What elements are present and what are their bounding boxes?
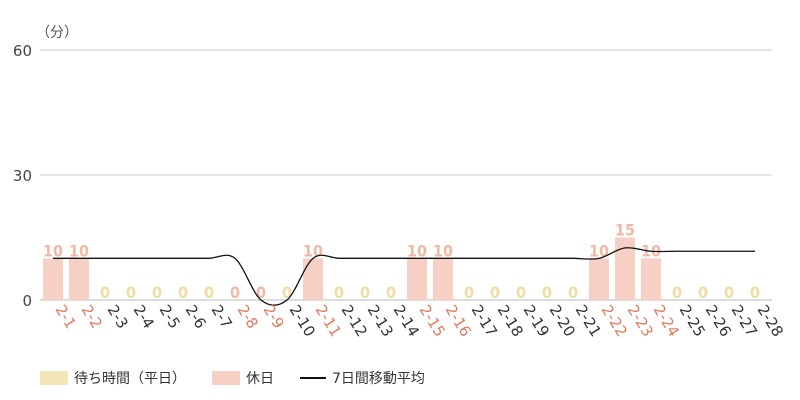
bar-2-2 bbox=[69, 258, 89, 300]
y-tick-label-60: 60 bbox=[13, 42, 32, 60]
x-tick-label-2-15: 2-15 bbox=[416, 302, 449, 340]
value-label-2-27: 0 bbox=[724, 283, 734, 302]
legend-label-holiday: 休日 bbox=[246, 371, 274, 387]
moving-average-line bbox=[53, 247, 755, 306]
x-tick-label-2-6: 2-6 bbox=[182, 302, 210, 332]
x-tick-label-2-4: 2-4 bbox=[130, 302, 158, 332]
value-label-2-18: 0 bbox=[490, 283, 500, 302]
bar-2-15 bbox=[407, 258, 427, 300]
x-tick-label-2-17: 2-17 bbox=[468, 302, 501, 340]
bar-2-1 bbox=[43, 258, 63, 300]
x-tick-label-2-19: 2-19 bbox=[520, 302, 553, 340]
legend-label-moving-average: 7日間移動平均 bbox=[332, 371, 425, 387]
value-label-2-8: 0 bbox=[230, 283, 240, 302]
value-label-2-1: 10 bbox=[43, 241, 63, 260]
x-tick-label-2-14: 2-14 bbox=[390, 302, 423, 340]
legend-swatch-moving-average bbox=[300, 377, 326, 379]
x-tick-label-2-26: 2-26 bbox=[702, 302, 735, 340]
value-label-2-5: 0 bbox=[152, 283, 162, 302]
legend: 待ち時間（平日） 休日 7日間移動平均 bbox=[40, 366, 451, 390]
value-label-2-19: 0 bbox=[516, 283, 526, 302]
value-label-2-16: 10 bbox=[433, 241, 453, 260]
y-tick-label-30: 30 bbox=[13, 167, 32, 185]
bar-2-22 bbox=[589, 258, 609, 300]
x-tick-label-2-21: 2-21 bbox=[572, 302, 605, 340]
y-tick-label-0: 0 bbox=[22, 292, 32, 310]
value-label-2-28: 0 bbox=[750, 283, 760, 302]
y-axis-unit: （分） bbox=[36, 25, 78, 41]
value-label-2-7: 0 bbox=[204, 283, 214, 302]
bar-2-16 bbox=[433, 258, 453, 300]
value-label-2-15: 10 bbox=[407, 241, 427, 260]
bar-2-11 bbox=[303, 258, 323, 300]
x-tick-label-2-16: 2-16 bbox=[442, 302, 475, 340]
value-label-2-14: 0 bbox=[386, 283, 396, 302]
value-label-2-10: 0 bbox=[282, 283, 292, 302]
x-tick-label-2-2: 2-2 bbox=[78, 302, 106, 332]
legend-swatch-holiday bbox=[212, 371, 240, 385]
bar-2-23 bbox=[615, 237, 635, 300]
legend-label-weekday: 待ち時間（平日） bbox=[74, 371, 186, 387]
value-label-2-23: 15 bbox=[615, 221, 635, 240]
x-tick-label-2-12: 2-12 bbox=[338, 302, 371, 340]
x-tick-label-2-11: 2-11 bbox=[312, 302, 345, 340]
value-label-2-13: 0 bbox=[360, 283, 370, 302]
x-tick-label-2-18: 2-18 bbox=[494, 302, 527, 340]
value-label-2-4: 0 bbox=[126, 283, 136, 302]
x-tick-label-2-5: 2-5 bbox=[156, 302, 184, 332]
value-label-2-22: 10 bbox=[589, 241, 609, 260]
x-tick-label-2-24: 2-24 bbox=[650, 302, 683, 340]
bars bbox=[43, 237, 661, 300]
x-tick-label-2-13: 2-13 bbox=[364, 302, 397, 340]
x-tick-label-2-8: 2-8 bbox=[234, 302, 262, 332]
value-label-2-11: 10 bbox=[303, 241, 323, 260]
x-tick-label-2-22: 2-22 bbox=[598, 302, 631, 340]
x-tick-label-2-7: 2-7 bbox=[208, 302, 236, 332]
value-label-2-9: 0 bbox=[256, 283, 266, 302]
moving-average-path bbox=[53, 247, 755, 306]
legend-swatch-weekday bbox=[40, 371, 68, 385]
value-label-2-20: 0 bbox=[542, 283, 552, 302]
value-label-2-3: 0 bbox=[100, 283, 110, 302]
x-tick-label-2-10: 2-10 bbox=[286, 302, 319, 340]
value-label-2-12: 0 bbox=[334, 283, 344, 302]
value-label-2-2: 10 bbox=[69, 241, 89, 260]
x-tick-label-2-25: 2-25 bbox=[676, 302, 709, 340]
x-tick-label-2-27: 2-27 bbox=[728, 302, 761, 340]
value-label-2-21: 0 bbox=[568, 283, 578, 302]
value-label-2-6: 0 bbox=[178, 283, 188, 302]
value-label-2-26: 0 bbox=[698, 283, 708, 302]
x-tick-label-2-3: 2-3 bbox=[104, 302, 132, 332]
value-label-2-25: 0 bbox=[672, 283, 682, 302]
bar-2-24 bbox=[641, 258, 661, 300]
y-axis-ticks: 0 30 60 bbox=[13, 42, 32, 310]
value-label-2-17: 0 bbox=[464, 283, 474, 302]
legend-item-holiday: 休日 bbox=[212, 368, 274, 388]
x-tick-label-2-20: 2-20 bbox=[546, 302, 579, 340]
x-tick-label-2-9: 2-9 bbox=[260, 302, 288, 332]
legend-item-weekday: 待ち時間（平日） bbox=[40, 368, 186, 388]
gridlines bbox=[40, 49, 772, 301]
x-tick-label-2-23: 2-23 bbox=[624, 302, 657, 340]
legend-item-moving-average: 7日間移動平均 bbox=[300, 368, 425, 388]
x-tick-label-2-28: 2-28 bbox=[754, 302, 787, 340]
x-axis-ticks: 2-12-22-32-42-52-62-72-82-92-102-112-122… bbox=[52, 302, 787, 340]
x-tick-label-2-1: 2-1 bbox=[52, 302, 80, 332]
